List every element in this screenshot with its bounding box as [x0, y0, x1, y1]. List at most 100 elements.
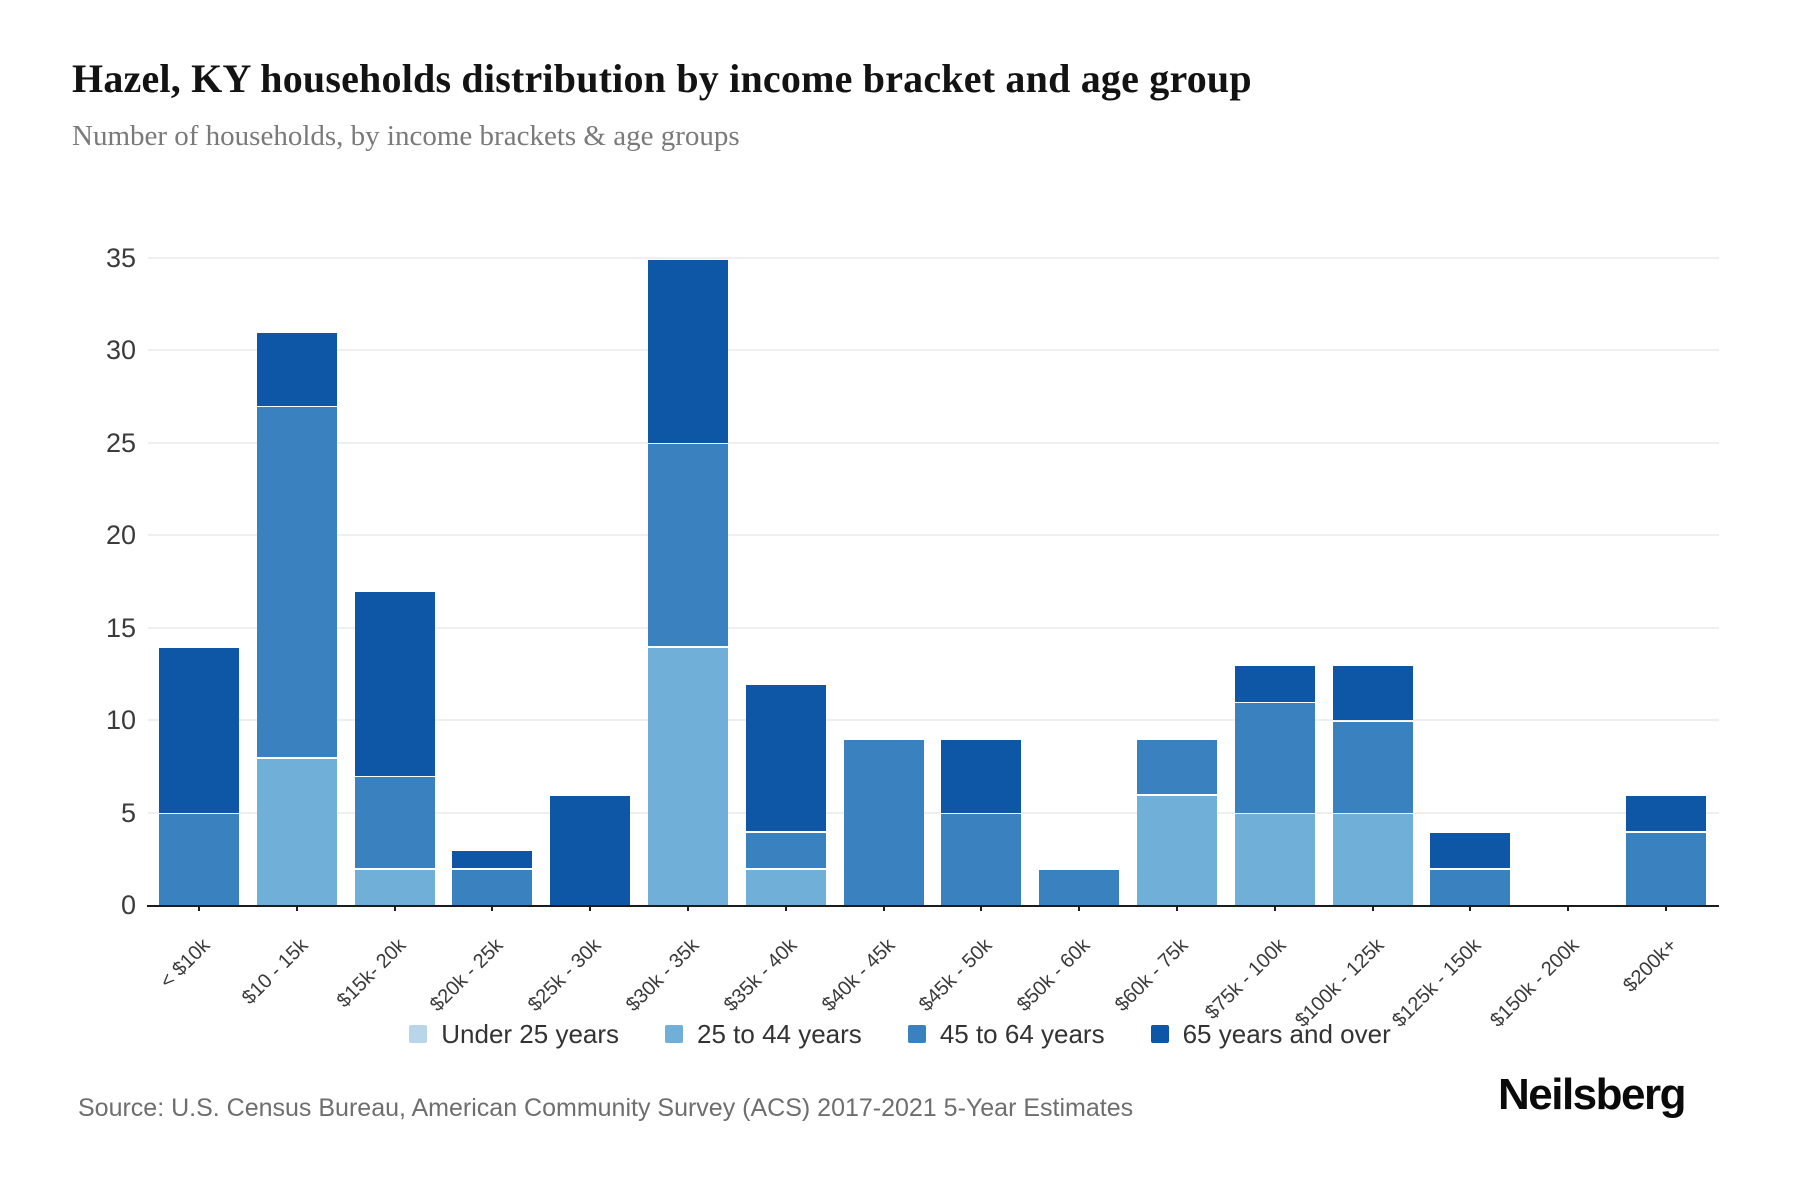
bar-segment [941, 814, 1022, 905]
x-tick-mark [882, 905, 885, 911]
gridline-5 [148, 811, 1719, 814]
legend-swatch [665, 1025, 684, 1043]
chart-title: Hazel, KY households distribution by inc… [72, 56, 1252, 101]
legend-item-45-to-64-years[interactable]: 45 to 64 years [907, 1018, 1105, 1050]
bar-segment [1332, 814, 1413, 905]
bar--125k-150k [1430, 258, 1511, 905]
x-tick-label: $200k+ [1619, 934, 1682, 997]
legend-item-65-years-and-over[interactable]: 65 years and over [1150, 1018, 1391, 1050]
bar-segment [158, 647, 239, 813]
bar-segment [647, 259, 728, 443]
x-tick-mark [1469, 905, 1472, 911]
plot-area: 0 5 10 15 20 25 30 35 < $10k $10 - 15k $15k- 20k $2… [106, 243, 1719, 1032]
x-tick-mark [980, 905, 983, 911]
source-note: Source: U.S. Census Bureau, American Com… [78, 1094, 1134, 1122]
bar--200k+ [1626, 258, 1707, 905]
bar-segment [1626, 832, 1707, 905]
x-tick-mark [589, 905, 592, 911]
gridline-10 [148, 719, 1719, 722]
bar-segment [843, 740, 924, 905]
legend-label: 45 to 64 years [939, 1018, 1105, 1049]
legend-item-under-25-years[interactable]: Under 25 years [409, 1019, 619, 1050]
y-tick-label-25: 25 [105, 427, 136, 458]
bar-segment [256, 407, 337, 758]
legend-swatch [1150, 1025, 1169, 1043]
x-tick-label: $45k - 50k [915, 934, 997, 1016]
legend-swatch [409, 1025, 428, 1043]
bar--20k-25k [452, 258, 533, 905]
x-tick-label: $75k - 100k [1200, 934, 1291, 1024]
legend-swatch [907, 1025, 926, 1043]
bar--45k-50k [941, 258, 1022, 905]
y-tick-label-5: 5 [120, 797, 136, 828]
bar--30k-35k [647, 258, 728, 905]
x-tick-mark [1176, 905, 1179, 911]
x-tick-label: $40k - 45k [817, 934, 900, 1016]
bar--25k-30k [550, 258, 631, 905]
bar--35k-40k [745, 258, 826, 905]
gridline-35 [148, 257, 1719, 260]
bar-segment [550, 795, 631, 905]
bar--75k-100k [1234, 258, 1315, 905]
bar-segment [354, 592, 435, 776]
brand-logo: Neilsberg [1497, 1070, 1687, 1119]
legend: Under 25 years 25 to 44 years 45 to 64 yea… [0, 1012, 1800, 1056]
bar-segment [647, 444, 728, 647]
x-tick-label: $15k- 20k [332, 934, 410, 1013]
x-tick-label: $60k - 75k [1110, 934, 1193, 1016]
bar-segment [647, 647, 728, 905]
x-tick-mark [784, 905, 787, 911]
x-tick-mark [1567, 905, 1570, 911]
bar--10k [158, 258, 239, 905]
bar--50k-60k [1039, 258, 1120, 905]
x-tick-mark [686, 905, 689, 911]
gridline-20 [148, 534, 1719, 537]
bar-segment [1234, 814, 1315, 905]
x-tick-label: $50k - 60k [1013, 934, 1095, 1016]
bar-segment [256, 333, 337, 406]
x-tick-label: $25k - 30k [523, 934, 606, 1016]
bar-segment [745, 684, 826, 832]
bar-segment [256, 758, 337, 905]
bar-segment [1430, 869, 1511, 905]
x-tick-label: $20k - 25k [426, 934, 508, 1016]
y-tick-label-0: 0 [120, 890, 136, 920]
gridline-25 [148, 441, 1719, 444]
x-tick-label: $35k - 40k [719, 934, 802, 1016]
bar-segment [452, 869, 533, 905]
legend-label: Under 25 years [441, 1018, 620, 1049]
x-tick-mark [1371, 905, 1374, 911]
bar--40k-45k [843, 258, 924, 905]
bar-segment [745, 832, 826, 869]
x-tick-label: $30k - 35k [621, 934, 704, 1016]
bar-segment [1234, 666, 1315, 702]
gridline-30 [148, 349, 1719, 352]
x-tick-mark [393, 905, 396, 911]
bar-segment [1039, 869, 1120, 905]
x-tick-mark [491, 905, 494, 911]
bar-segment [452, 851, 533, 869]
bar-segment [1137, 740, 1218, 795]
x-axis-line [147, 905, 1719, 907]
bar-segment [354, 777, 435, 869]
bar-segment [1626, 795, 1707, 832]
bar-segment [1234, 703, 1315, 813]
y-tick-label-30: 30 [105, 335, 136, 366]
x-tick-mark [1273, 905, 1276, 911]
bar--15k-20k [354, 258, 435, 905]
bar--10-15k [256, 258, 337, 905]
bar-segment [1332, 666, 1413, 721]
bar-segment [158, 814, 239, 905]
bar-segment [1137, 795, 1218, 905]
x-tick-mark [1665, 905, 1668, 911]
bar-segment [745, 869, 826, 905]
bar-segment [941, 740, 1022, 813]
bar-segment [354, 869, 435, 905]
y-tick-label-20: 20 [105, 520, 136, 551]
y-tick-label-10: 10 [105, 705, 136, 736]
bar-segment [1430, 832, 1511, 869]
legend-label: 65 years and over [1182, 1018, 1391, 1049]
legend-item-25-to-44-years[interactable]: 25 to 44 years [665, 1019, 862, 1050]
x-tick-mark [295, 905, 298, 911]
